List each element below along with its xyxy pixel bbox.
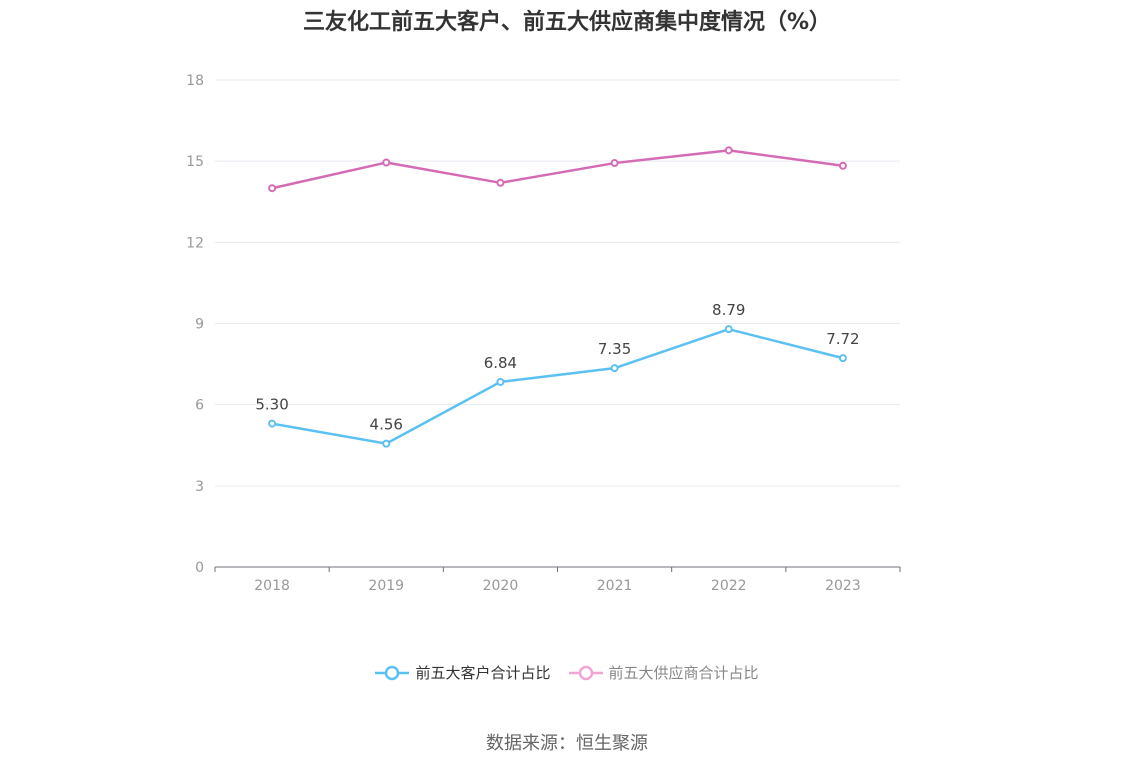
x-tick-label: 2023 [825, 578, 861, 594]
x-tick-label: 2021 [597, 578, 633, 594]
y-tick-label: 12 [186, 235, 204, 251]
y-tick-label: 3 [195, 479, 204, 495]
y-tick-label: 15 [186, 154, 204, 170]
series-line [271, 149, 844, 190]
data-point [496, 178, 505, 187]
chart-legend: 前五大客户合计占比 前五大供应商合计占比 [0, 662, 1134, 683]
data-point [268, 184, 277, 193]
data-label: 5.30 [255, 396, 288, 414]
data-point [838, 354, 847, 363]
data-point [724, 325, 733, 334]
data-label: 8.79 [712, 301, 745, 319]
y-tick-label: 18 [186, 73, 204, 89]
data-label: 7.72 [826, 330, 859, 348]
series-line [271, 327, 844, 445]
legend-item-customers[interactable]: 前五大客户合计占比 [375, 662, 551, 683]
x-tick-label: 2019 [368, 578, 404, 594]
data-point [382, 158, 391, 167]
chart-title: 三友化工前五大客户、前五大供应商集中度情况（%） [302, 10, 832, 35]
data-label: 6.84 [484, 354, 517, 372]
x-tick-label: 2020 [483, 578, 519, 594]
legend-swatch-suppliers-icon [568, 665, 603, 680]
data-source: 数据来源：恒生聚源 [486, 733, 648, 754]
data-point [838, 161, 847, 170]
data-point [610, 364, 619, 373]
data-point [724, 146, 733, 155]
x-tick-label: 2018 [254, 578, 290, 594]
legend-item-suppliers[interactable]: 前五大供应商合计占比 [568, 662, 759, 683]
data-point [610, 159, 619, 168]
legend-label-suppliers: 前五大供应商合计占比 [608, 664, 759, 682]
y-tick-label: 9 [195, 317, 204, 333]
y-tick-label: 6 [195, 398, 204, 414]
legend-swatch-customers-icon [375, 665, 410, 680]
data-point [268, 419, 277, 428]
data-label: 4.56 [370, 416, 403, 434]
x-tick-label: 2022 [711, 578, 747, 594]
y-tick-label: 0 [195, 560, 204, 576]
data-point [382, 439, 391, 448]
data-point [496, 377, 505, 386]
data-label: 7.35 [598, 340, 631, 358]
legend-label-customers: 前五大客户合计占比 [415, 664, 551, 682]
